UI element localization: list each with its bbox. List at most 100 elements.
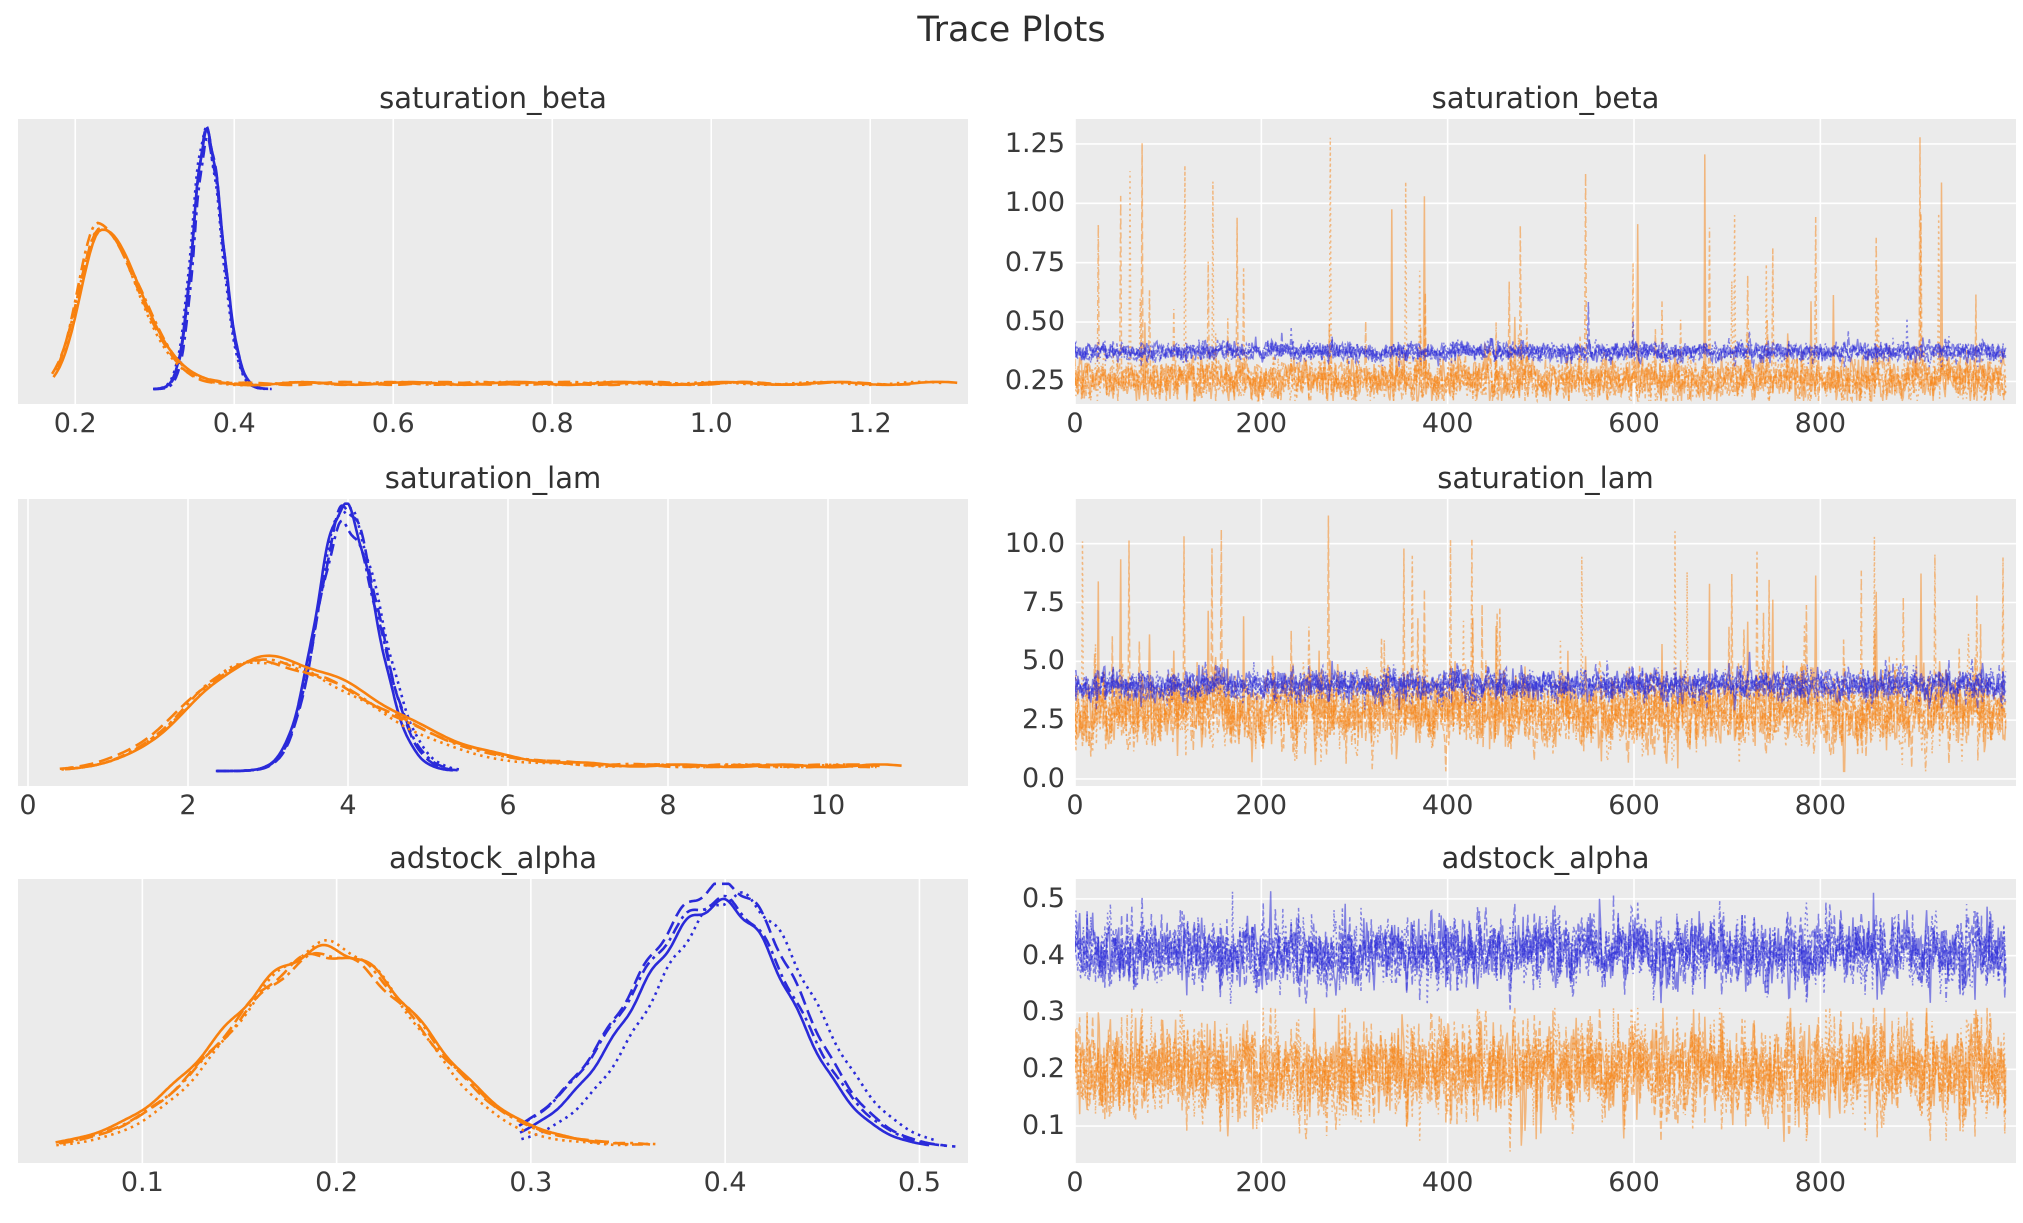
trace-line [1075,891,2007,1005]
x-tick-label: 1.2 [848,408,892,439]
x-tick-label: 400 [1421,408,1474,439]
subplot-saturation-beta-kde: saturation_beta 0.2 0.4 0.6 0.8 1.0 1.2 [18,78,968,439]
kde-curve [522,882,947,1147]
kde-plot-svg [50,119,958,404]
kde-curve [153,124,267,391]
y-axis-tick-labels: 0.25 0.50 0.75 1.00 1.25 [989,119,1075,404]
y-tick-label: 0.3 [1022,996,1065,1028]
x-tick-label: 600 [1608,790,1660,821]
y-tick-label: 1.25 [1004,127,1065,159]
x-axis-tick-labels: 0.2 0.4 0.6 0.8 1.0 1.2 [18,404,968,439]
x-tick-label: 1.0 [689,408,733,439]
subplot-title: saturation_lam [384,461,602,495]
kde-curve [216,504,459,773]
x-tick-label: 0 [19,790,37,821]
kde-curve [64,658,877,771]
y-tick-label: 0.50 [1004,306,1065,338]
trace-axes-saturation-beta: 0.25 0.50 0.75 1.00 1.25 [1005,119,2016,404]
x-tick-label: 0.3 [509,1167,553,1198]
x-tick-label: 0 [1066,408,1084,439]
x-tick-label: 0.4 [212,408,256,439]
y-tick-label: 0.25 [1004,365,1065,397]
kde-axes-saturation-lam [18,499,968,786]
trace-plot-svg [1075,119,2016,404]
trace-line [1075,659,2007,710]
x-axis-tick-labels: 0 200 400 600 800 [1066,1163,2016,1198]
x-tick-label: 800 [1794,1167,1847,1198]
subplot-adstock-alpha-kde: adstock_alpha 0.1 0.2 0.3 0.4 0.5 [18,838,968,1198]
kde-curve [55,943,609,1144]
y-tick-label: 0.75 [1004,246,1065,278]
subplot-title: adstock_alpha [1441,841,1650,875]
y-tick-label: 0.5 [1022,882,1065,914]
kde-curve [56,939,658,1147]
x-tick-label: 2 [179,790,197,821]
trace-line [1075,1007,2007,1152]
kde-plot-svg [27,499,902,786]
x-tick-label: 600 [1608,408,1660,439]
x-tick-label: 200 [1235,408,1288,439]
x-tick-label: 200 [1235,790,1288,821]
kde-curve [56,221,817,387]
kde-curve [519,897,930,1147]
subplot-title: saturation_beta [1431,81,1660,115]
x-axis-tick-labels: 0 200 400 600 800 [1066,404,2016,439]
kde-curve [521,891,937,1142]
figure-title: Trace Plots [917,10,1106,50]
kde-curve [58,951,651,1146]
x-tick-label: 400 [1421,1167,1474,1198]
trace-axes-saturation-lam: 0.0 2.5 5.0 7.5 10.0 [1005,499,2016,794]
trace-line [1075,658,2007,710]
kde-curve [518,894,956,1148]
x-axis-tick-labels: 0 200 400 600 800 [1066,786,2016,821]
trace-plot-svg [1075,879,2016,1163]
trace-line [1075,154,2006,403]
kde-curve [59,952,644,1146]
subplot-title: adstock_alpha [388,841,598,875]
y-tick-label: 10.0 [1004,527,1065,559]
trace-line [1075,1007,2007,1142]
kde-curve [61,661,876,771]
trace-axes-adstock-alpha: 0.1 0.2 0.3 0.4 0.5 [1022,879,2016,1163]
subplot-saturation-lam-kde: saturation_lam 0 2 4 6 8 10 [18,458,968,821]
subplot-title: saturation_beta [379,81,607,115]
y-tick-label: 0.1 [1022,1110,1065,1142]
y-tick-label: 2.5 [1022,704,1065,736]
x-tick-label: 0.2 [315,1167,359,1198]
x-tick-label: 0.5 [897,1167,941,1198]
kde-plot-svg [55,879,956,1163]
x-axis-tick-labels: 0.1 0.2 0.3 0.4 0.5 [18,1163,968,1198]
trace-line [1075,515,2007,772]
subplot-adstock-alpha-trace: adstock_alpha 0.1 0.2 0.3 0.4 0.5 0 200 400 600… [1022,838,2016,1198]
trace-line [1075,539,2007,772]
x-tick-label: 0.4 [703,1167,747,1198]
x-tick-label: 800 [1794,790,1847,821]
trace-line [1075,172,2007,402]
kde-curve [54,226,943,387]
kde-curve [216,507,461,773]
x-tick-label: 8 [659,790,677,821]
y-tick-label: 5.0 [1022,645,1065,677]
x-tick-label: 200 [1235,1167,1288,1198]
x-axis-tick-labels: 0 2 4 6 8 10 [18,786,968,821]
y-tick-label: 0.2 [1022,1053,1065,1085]
x-tick-label: 0 [1066,790,1084,821]
trace-line [1075,661,2007,710]
y-tick-label: 7.5 [1022,586,1065,618]
x-tick-label: 0.2 [53,408,97,439]
x-tick-label: 0.8 [530,408,574,439]
x-tick-label: 10 [810,790,846,821]
x-tick-label: 600 [1608,1167,1660,1198]
y-tick-label: 0.4 [1022,939,1065,971]
x-tick-label: 0 [1066,1167,1084,1198]
trace-line [1075,318,2007,368]
y-axis-tick-labels: 0.0 2.5 5.0 7.5 10.0 [989,499,1075,794]
y-axis-tick-labels: 0.1 0.2 0.3 0.4 0.5 [989,879,1075,1163]
kde-curve [215,502,454,773]
subplot-saturation-beta-trace: saturation_beta 0.25 0.50 0.75 1.00 1.25 0 20… [1005,78,2016,439]
subplot-saturation-lam-trace: saturation_lam 0.0 2.5 5.0 7.5 10.0 0 200 400 6… [1005,458,2016,821]
y-tick-label: 1.00 [1004,187,1065,219]
x-tick-label: 400 [1421,790,1474,821]
x-tick-label: 0.1 [120,1167,164,1198]
